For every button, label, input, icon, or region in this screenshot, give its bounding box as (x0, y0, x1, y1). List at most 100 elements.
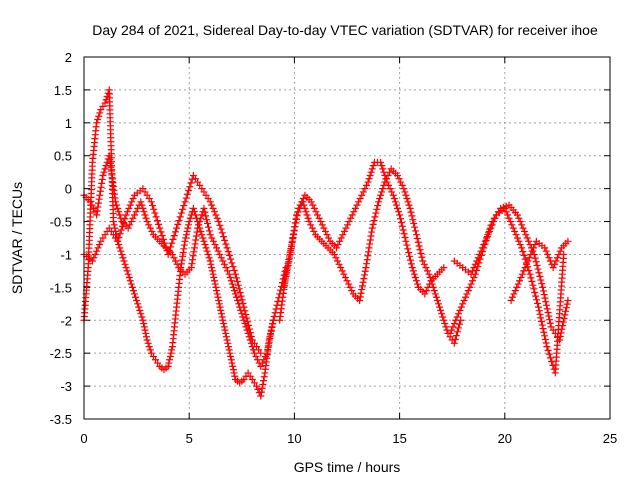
data-point (230, 369, 238, 377)
data-point (193, 228, 201, 236)
data-point (210, 208, 218, 216)
data-point (227, 356, 235, 364)
data-point (325, 234, 333, 242)
data-point (315, 214, 323, 222)
data-point (127, 280, 135, 288)
data-point (303, 211, 311, 219)
data-point (424, 283, 432, 291)
data-point (181, 237, 189, 245)
data-point (295, 204, 303, 212)
data-point (104, 89, 112, 97)
data-point (209, 204, 217, 212)
data-point (519, 248, 527, 256)
data-point (227, 277, 235, 285)
data-point (452, 316, 460, 324)
data-point (404, 198, 412, 206)
data-point (168, 239, 176, 247)
data-point (453, 328, 461, 336)
data-point (179, 252, 187, 260)
data-point (187, 264, 195, 272)
data-point (110, 221, 118, 229)
data-point (183, 227, 191, 235)
data-point (356, 195, 364, 203)
data-point (470, 264, 478, 272)
data-point (513, 211, 521, 219)
data-point (219, 257, 227, 265)
data-point (199, 234, 207, 242)
data-point (190, 248, 198, 256)
data-point (402, 237, 410, 245)
data-point (190, 244, 198, 252)
data-point (516, 218, 524, 226)
data-point (320, 224, 328, 232)
data-point (536, 272, 544, 280)
data-point (224, 343, 232, 351)
data-point (513, 234, 521, 242)
data-point (514, 280, 522, 288)
data-point (126, 221, 134, 229)
data-point (198, 231, 206, 239)
data-point (403, 241, 411, 249)
data-point (210, 277, 218, 285)
data-point (522, 231, 530, 239)
data-point (440, 316, 448, 324)
data-point (290, 230, 298, 238)
data-point (209, 270, 217, 278)
data-point (366, 171, 374, 179)
y-tick-label: -3 (60, 379, 72, 394)
data-points-layer (80, 86, 572, 400)
data-point (393, 204, 401, 212)
data-point (459, 300, 467, 308)
data-point (222, 329, 230, 337)
data-point (477, 247, 485, 255)
data-point (400, 185, 408, 193)
data-point (128, 198, 136, 206)
data-point (94, 203, 102, 211)
data-point (410, 270, 418, 278)
data-point (516, 277, 524, 285)
data-point (212, 211, 220, 219)
data-point (268, 324, 276, 332)
data-point (241, 307, 249, 315)
chart-title: Day 284 of 2021, Sidereal Day-to-day VTE… (92, 22, 598, 38)
data-point (447, 326, 455, 334)
data-point (314, 211, 322, 219)
data-point (113, 201, 121, 209)
data-point (197, 227, 205, 235)
data-point (224, 248, 232, 256)
data-point (370, 217, 378, 225)
data-point (291, 223, 299, 231)
y-tick-label: 0 (65, 182, 72, 197)
data-point (158, 232, 166, 240)
data-point (344, 221, 352, 229)
data-point (208, 264, 216, 272)
data-point (413, 280, 421, 288)
data-point (194, 224, 202, 232)
data-point (334, 257, 342, 265)
data-point (488, 221, 496, 229)
data-point (525, 254, 533, 262)
data-point (301, 204, 309, 212)
data-point (437, 306, 445, 314)
data-point (466, 283, 474, 291)
data-point (231, 372, 239, 380)
data-point (220, 320, 228, 328)
data-point (212, 283, 220, 291)
data-point (126, 277, 134, 285)
data-point (166, 356, 174, 364)
data-point (351, 204, 359, 212)
data-point (149, 202, 157, 210)
data-point (98, 179, 106, 187)
data-point (441, 320, 449, 328)
data-point (224, 339, 232, 347)
data-point (518, 270, 526, 278)
data-point (237, 292, 245, 300)
data-point (540, 328, 548, 336)
data-point (170, 232, 178, 240)
data-point (245, 321, 253, 329)
data-point (556, 247, 564, 255)
data-point (341, 273, 349, 281)
data-point (520, 251, 528, 259)
data-point (143, 218, 151, 226)
